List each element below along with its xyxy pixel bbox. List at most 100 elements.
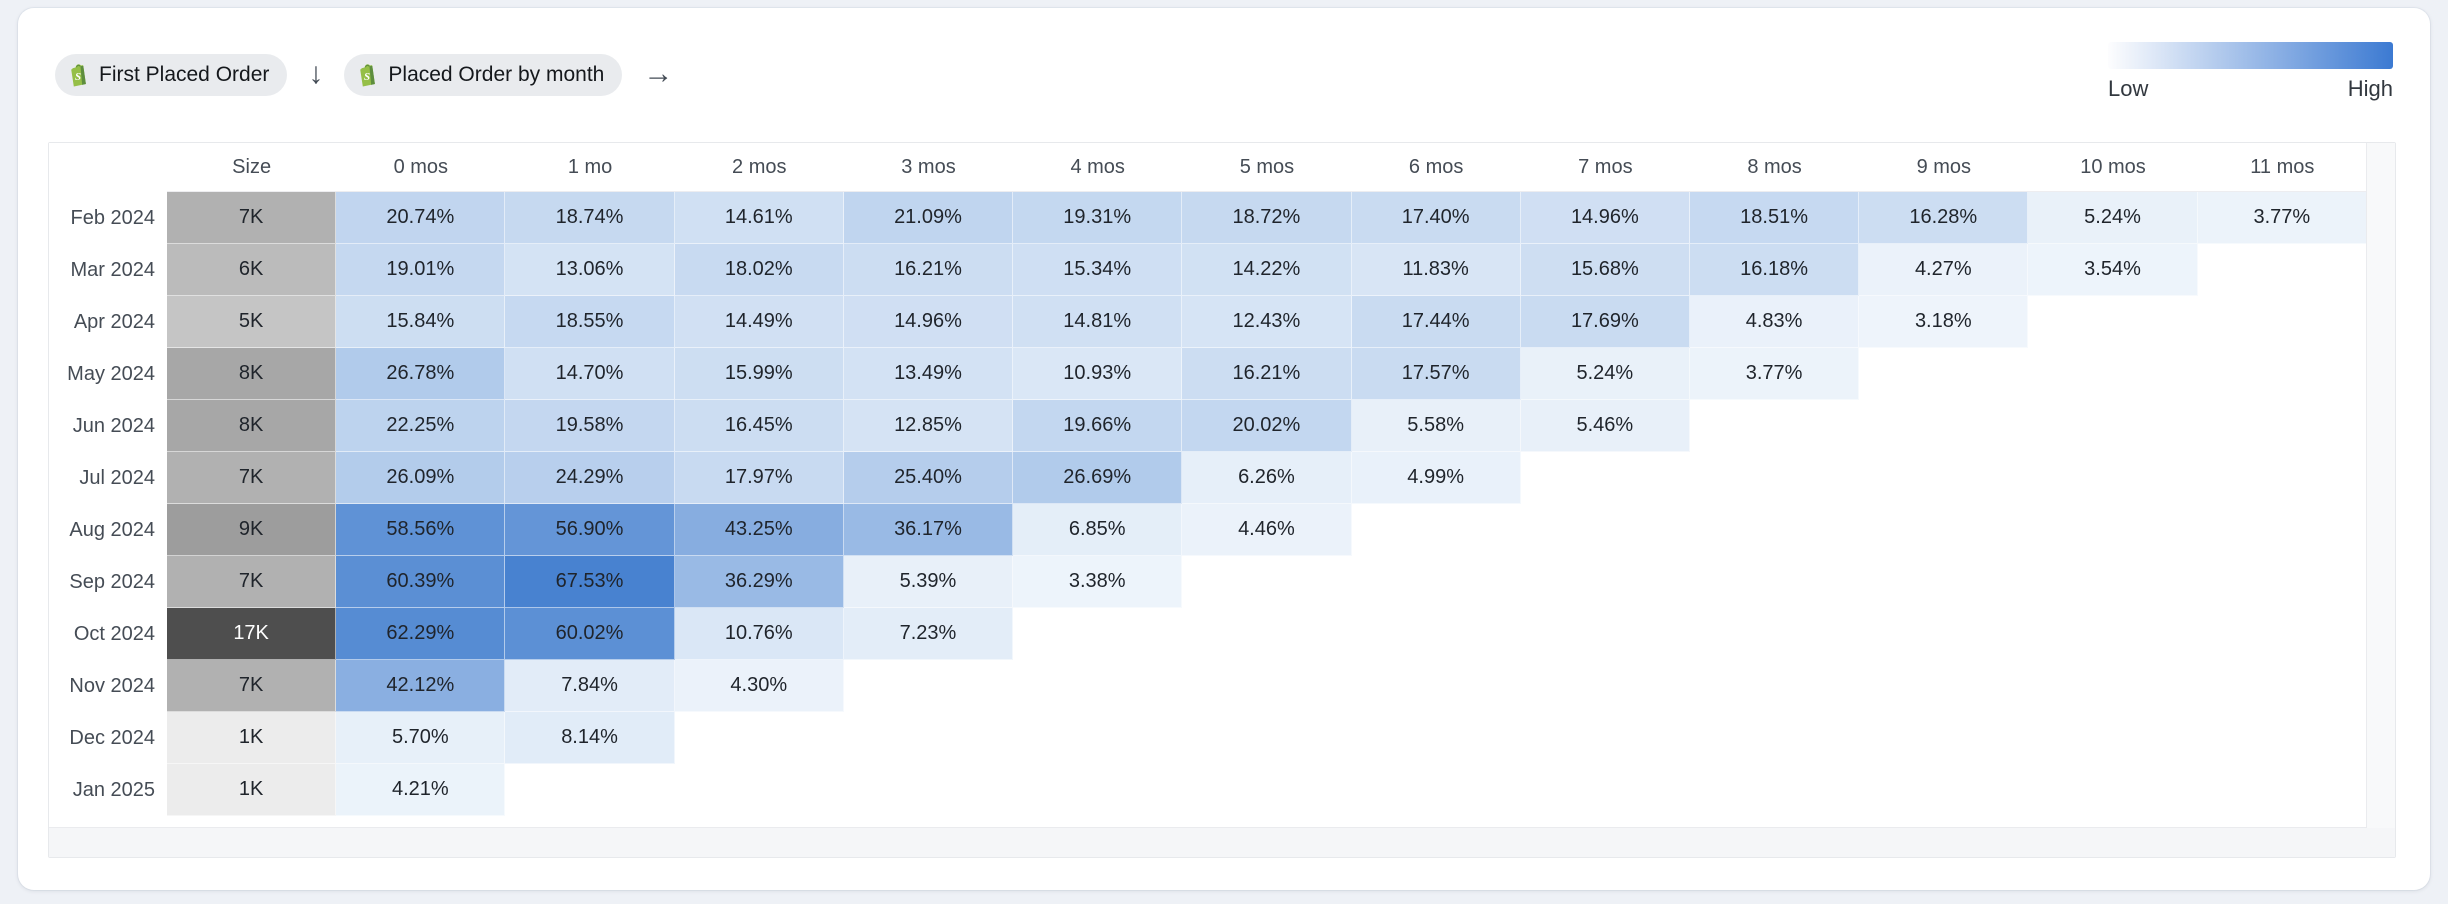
heatmap-cell[interactable]: 17.97%	[674, 452, 844, 504]
size-cell[interactable]: 7K	[167, 452, 337, 504]
size-cell[interactable]: 5K	[167, 296, 337, 348]
heatmap-cell[interactable]: 3.38%	[1013, 556, 1183, 608]
heatmap-cell[interactable]: 18.51%	[1689, 192, 1860, 244]
heatmap-cell[interactable]: 14.49%	[674, 296, 844, 348]
heatmap-cell[interactable]: 17.69%	[1520, 296, 1690, 348]
size-cell[interactable]: 9K	[167, 504, 337, 556]
heatmap-cell[interactable]: 3.54%	[2028, 244, 2198, 296]
heatmap-cell[interactable]: 58.56%	[336, 504, 506, 556]
heatmap-cell[interactable]: 15.68%	[1520, 244, 1690, 296]
heatmap-cell[interactable]: 26.78%	[336, 348, 506, 400]
heatmap-cell[interactable]: 26.69%	[1013, 452, 1183, 504]
heatmap-cell[interactable]: 14.70%	[505, 348, 675, 400]
heatmap-cell[interactable]: 19.31%	[1013, 192, 1183, 244]
size-cell[interactable]: 1K	[167, 764, 337, 816]
heatmap-cell[interactable]: 15.84%	[336, 296, 506, 348]
heatmap-cell[interactable]: 14.61%	[674, 192, 844, 244]
size-cell[interactable]: 7K	[167, 192, 337, 244]
heatmap-cell[interactable]: 26.09%	[336, 452, 506, 504]
heatmap-cell[interactable]: 3.18%	[1859, 296, 2029, 348]
heatmap-cell[interactable]: 18.72%	[1182, 192, 1352, 244]
heatmap-cell[interactable]: 4.30%	[674, 660, 844, 712]
heatmap-cell[interactable]: 8.14%	[505, 712, 675, 764]
heatmap-cell[interactable]: 4.46%	[1182, 504, 1352, 556]
size-cell[interactable]: 7K	[167, 556, 337, 608]
heatmap-cell[interactable]: 19.58%	[505, 400, 675, 452]
heatmap-cell[interactable]: 25.40%	[843, 452, 1014, 504]
heatmap-cell[interactable]: 16.21%	[843, 244, 1014, 296]
heatmap-cell[interactable]: 4.21%	[336, 764, 506, 816]
heatmap-cell[interactable]: 62.29%	[336, 608, 506, 660]
empty-cell	[1013, 660, 1182, 712]
heatmap-cell[interactable]: 67.53%	[505, 556, 675, 608]
heatmap-cell[interactable]: 5.24%	[2028, 192, 2198, 244]
heatmap-cell[interactable]: 12.85%	[843, 400, 1014, 452]
heatmap-cell[interactable]: 3.77%	[1689, 348, 1860, 400]
heatmap-cell[interactable]: 56.90%	[505, 504, 675, 556]
heatmap-cell[interactable]: 43.25%	[674, 504, 844, 556]
heatmap-cell[interactable]: 7.23%	[843, 608, 1014, 660]
heatmap-cell[interactable]: 16.45%	[674, 400, 844, 452]
size-cell[interactable]: 17K	[167, 608, 337, 660]
size-cell[interactable]: 6K	[167, 244, 337, 296]
heatmap-cell[interactable]: 6.85%	[1013, 504, 1183, 556]
heatmap-cell[interactable]: 60.02%	[505, 608, 675, 660]
heatmap-cell[interactable]: 15.99%	[674, 348, 844, 400]
heatmap-cell[interactable]: 5.46%	[1520, 400, 1690, 452]
heatmap-cell[interactable]: 18.02%	[674, 244, 844, 296]
heatmap-cell[interactable]: 16.21%	[1182, 348, 1352, 400]
heatmap-cell[interactable]: 17.57%	[1351, 348, 1521, 400]
heatmap-cell[interactable]: 60.39%	[336, 556, 506, 608]
size-cell[interactable]: 8K	[167, 348, 337, 400]
heatmap-cell[interactable]: 20.02%	[1182, 400, 1352, 452]
heatmap-cell[interactable]: 13.06%	[505, 244, 675, 296]
heatmap-cell[interactable]: 36.17%	[843, 504, 1014, 556]
heatmap-cell[interactable]: 4.83%	[1689, 296, 1860, 348]
heatmap-cell[interactable]: 14.96%	[1520, 192, 1690, 244]
horizontal-scrollbar-track[interactable]	[49, 828, 2395, 857]
heatmap-cell[interactable]: 17.40%	[1351, 192, 1521, 244]
size-cell[interactable]: 8K	[167, 400, 337, 452]
heatmap-cell[interactable]: 6.26%	[1182, 452, 1352, 504]
heatmap-cell[interactable]: 20.74%	[336, 192, 506, 244]
heatmap-cell[interactable]: 4.99%	[1351, 452, 1521, 504]
heatmap-cell[interactable]: 7.84%	[505, 660, 675, 712]
arrow-right-icon: →	[643, 57, 674, 90]
heatmap-cell[interactable]: 12.43%	[1182, 296, 1352, 348]
vertical-scrollbar-track[interactable]	[2367, 143, 2395, 828]
heatmap-cell[interactable]: 18.74%	[505, 192, 675, 244]
heatmap-cell[interactable]: 14.22%	[1182, 244, 1352, 296]
cohort-row: Oct 2024 17K 62.29% 60.02% 10.76% 7.23%	[49, 608, 2366, 660]
heatmap-cell[interactable]: 24.29%	[505, 452, 675, 504]
heatmap-cell[interactable]: 19.66%	[1013, 400, 1183, 452]
heatmap-cell[interactable]: 14.81%	[1013, 296, 1183, 348]
return-chip-placed-order-by-month[interactable]: S Placed Order by month	[344, 54, 623, 96]
heatmap-cell[interactable]: 5.70%	[336, 712, 506, 764]
heatmap-cell[interactable]: 3.77%	[2197, 192, 2366, 244]
heatmap-cell[interactable]: 16.18%	[1689, 244, 1860, 296]
heatmap-cell[interactable]: 17.44%	[1351, 296, 1521, 348]
heatmap-cell[interactable]: 11.83%	[1351, 244, 1521, 296]
heatmap-cell[interactable]: 36.29%	[674, 556, 844, 608]
heatmap-cell[interactable]: 22.25%	[336, 400, 506, 452]
heatmap-cell[interactable]: 4.27%	[1859, 244, 2029, 296]
heatmap-cell[interactable]: 18.55%	[505, 296, 675, 348]
size-cell[interactable]: 1K	[167, 712, 337, 764]
heatmap-cell[interactable]: 5.58%	[1351, 400, 1521, 452]
heatmap-cell[interactable]: 15.34%	[1013, 244, 1183, 296]
heatmap-cell[interactable]: 5.39%	[843, 556, 1014, 608]
heatmap-cell[interactable]: 14.96%	[843, 296, 1014, 348]
heatmap-cell[interactable]: 13.49%	[843, 348, 1014, 400]
empty-cell	[675, 712, 844, 764]
heatmap-cell[interactable]: 21.09%	[843, 192, 1014, 244]
event-chip-first-placed-order[interactable]: S First Placed Order	[55, 54, 288, 96]
column-header-8-mos: 8 mos	[1689, 143, 1860, 192]
heatmap-cell[interactable]: 19.01%	[336, 244, 506, 296]
heatmap-cell[interactable]: 42.12%	[336, 660, 506, 712]
heatmap-cell[interactable]: 5.24%	[1520, 348, 1690, 400]
heatmap-cell[interactable]: 10.93%	[1013, 348, 1183, 400]
empty-cell	[2198, 400, 2366, 452]
heatmap-cell[interactable]: 10.76%	[674, 608, 844, 660]
heatmap-cell[interactable]: 16.28%	[1859, 192, 2029, 244]
size-cell[interactable]: 7K	[167, 660, 337, 712]
